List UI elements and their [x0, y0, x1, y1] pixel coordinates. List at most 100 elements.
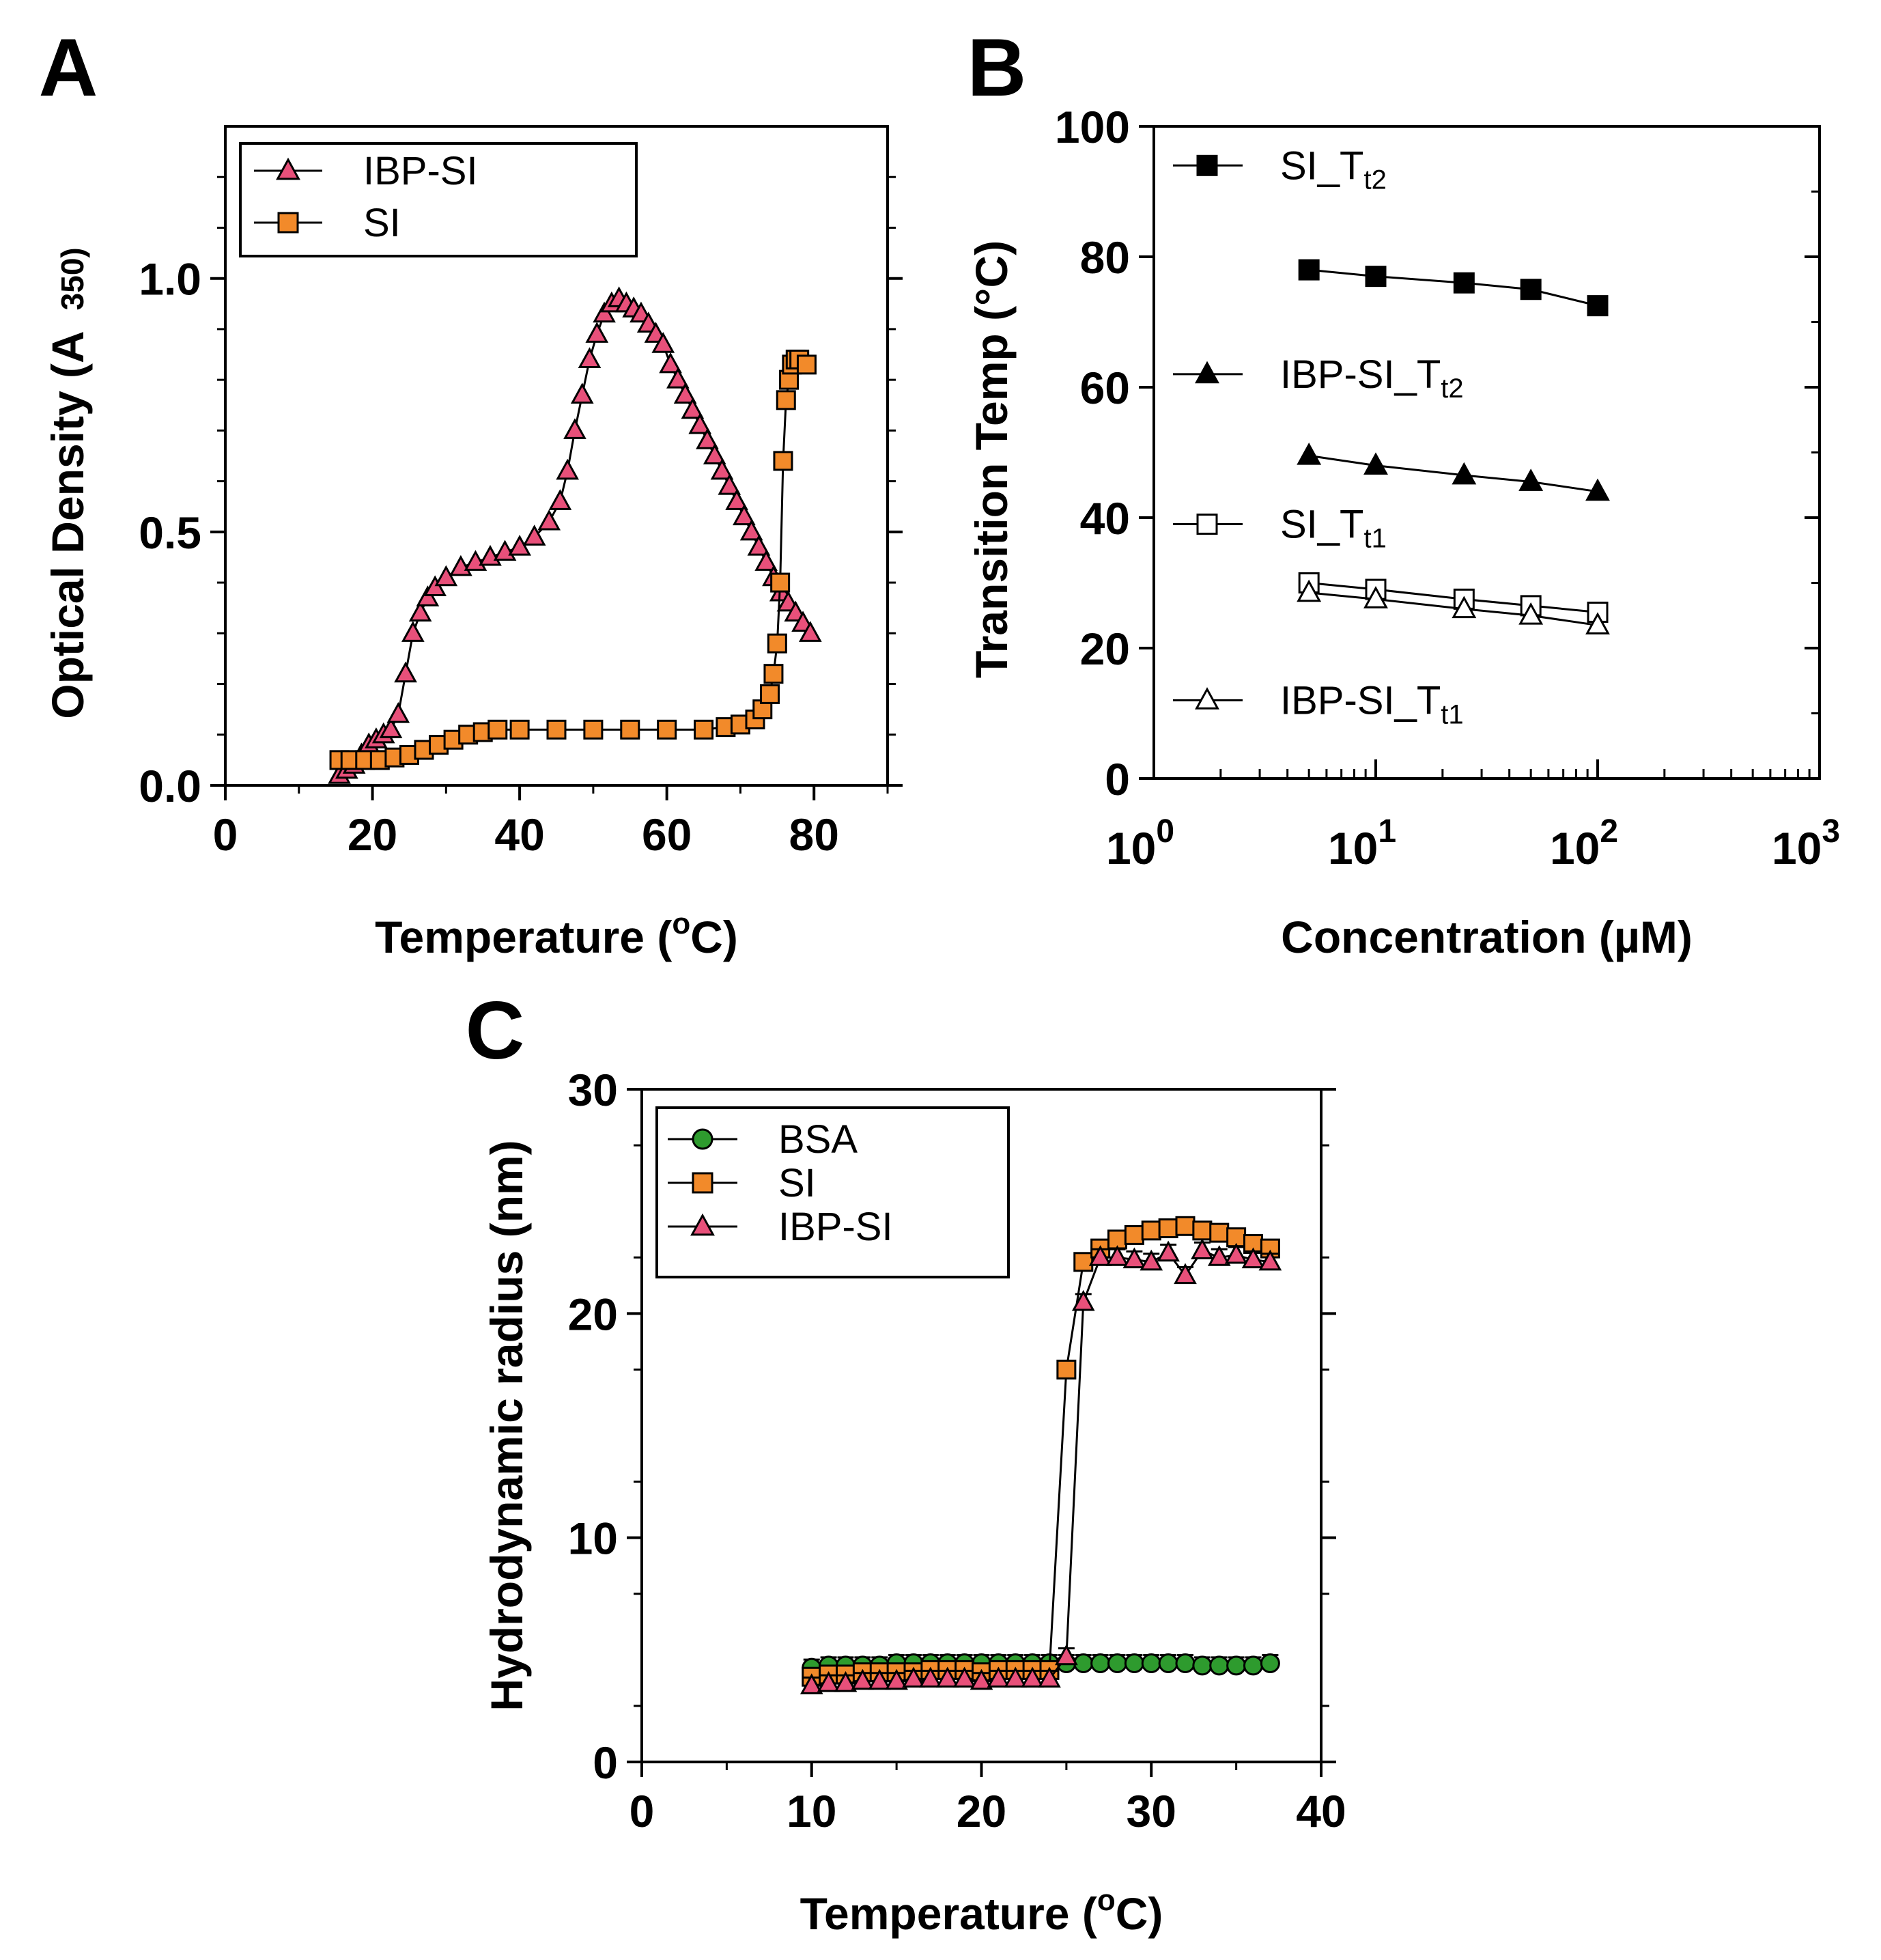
data-point	[1258, 1249, 1282, 1271]
plot-frame	[1152, 125, 1821, 780]
data-point	[1241, 1247, 1265, 1269]
data-point	[817, 1671, 840, 1692]
data-point	[434, 565, 458, 587]
legend-marker	[690, 1213, 715, 1236]
y-tick-label: 80	[1080, 232, 1130, 283]
data-point	[1004, 1666, 1028, 1688]
data-point	[1298, 259, 1320, 281]
data-point	[1260, 1653, 1280, 1674]
data-point	[747, 535, 771, 556]
data-point	[651, 332, 675, 353]
y-tick-label: 20	[568, 1289, 618, 1339]
y-tick-label: 10	[568, 1513, 618, 1564]
data-point	[796, 354, 817, 375]
series-line	[339, 358, 808, 761]
legend-marker	[276, 157, 300, 180]
data-point	[718, 473, 741, 495]
data-point	[1363, 452, 1388, 475]
data-point	[732, 504, 756, 526]
data-point	[1224, 1242, 1248, 1264]
tick-base: 10	[1550, 823, 1600, 873]
y-tick-label: 40	[1080, 493, 1130, 544]
data-point	[401, 621, 425, 642]
legend-label: IBP-SI	[778, 1205, 893, 1249]
data-point	[1363, 586, 1388, 608]
legend: IBP-SI SI	[239, 142, 638, 257]
y-tick-label: 0.5	[139, 507, 201, 558]
data-point	[1088, 1245, 1112, 1266]
data-point	[1124, 1653, 1144, 1674]
data-point	[1107, 1653, 1127, 1674]
x-axis-title: Temperature (oC)	[800, 1884, 1163, 1939]
y-tick-label: 100	[1055, 102, 1130, 152]
data-point	[851, 1668, 875, 1690]
data-point	[1175, 1216, 1196, 1236]
data-point	[1158, 1653, 1178, 1674]
data-point	[798, 621, 822, 642]
data-point	[987, 1666, 1010, 1688]
y-tick-label: 0	[593, 1737, 618, 1788]
legend-label-main: IBP-SI_T	[1280, 678, 1441, 723]
data-point	[1056, 1359, 1077, 1380]
data-point	[696, 428, 719, 449]
x-tick-label: 30	[1127, 1786, 1176, 1836]
series-line	[811, 1249, 1271, 1687]
legend-label: SI	[363, 201, 401, 245]
data-point	[970, 1668, 993, 1690]
data-point	[902, 1666, 925, 1688]
panel-letter-c: C	[466, 985, 525, 1076]
legend-label: SI_Tt2	[1280, 143, 1387, 195]
tick-exponent: 2	[1600, 813, 1618, 850]
legend-marker	[277, 212, 299, 234]
tick-exponent: 3	[1822, 813, 1840, 850]
y-tick-label: 1.0	[139, 254, 201, 305]
plot-frame	[224, 125, 889, 787]
x-tick-label: 40	[1296, 1786, 1346, 1836]
legend-label: IBP-SI_Tt1	[1280, 678, 1464, 729]
x-tick-label: 101	[1328, 813, 1396, 873]
data-point	[537, 509, 561, 531]
x-tick-label: 80	[789, 809, 839, 860]
data-point	[763, 664, 784, 684]
tick-base: 10	[1106, 823, 1156, 873]
data-point	[673, 382, 697, 404]
data-point	[952, 1666, 976, 1688]
legend-label: IBP-SI	[363, 149, 478, 193]
data-point	[739, 519, 763, 541]
x-tick-label: 103	[1772, 813, 1840, 873]
x-axis-title: Temperature (oC)	[375, 907, 738, 962]
x-tick-label: 10	[787, 1786, 836, 1836]
x-tick-label: 0	[213, 809, 238, 860]
tick-exponent: 0	[1156, 813, 1174, 850]
legend-marker	[692, 1172, 713, 1194]
data-point	[1518, 468, 1544, 491]
x-title-sup: o	[672, 907, 690, 940]
data-point	[1192, 1220, 1213, 1241]
data-point	[1073, 1252, 1094, 1272]
tick-base: 10	[1328, 823, 1378, 873]
tick-exponent: 1	[1378, 813, 1396, 850]
x-title-part: Temperature (	[375, 912, 672, 962]
data-point	[773, 451, 793, 471]
legend-label: BSA	[778, 1117, 858, 1162]
series-si	[802, 1216, 1280, 1687]
data-point	[868, 1668, 892, 1690]
data-point	[919, 1666, 942, 1688]
data-point	[1158, 1218, 1178, 1239]
data-point	[657, 719, 677, 740]
y-title-part: Optical Density (A	[42, 331, 93, 718]
x-tick-label: 40	[494, 809, 544, 860]
data-point	[408, 600, 432, 622]
data-point	[1226, 1655, 1247, 1676]
panel-a: A 0 20 40 60 80 0.0 0.5 1.0 Temperature (oC) Optic…	[39, 22, 903, 962]
y-tick-label: 60	[1080, 363, 1130, 413]
data-point	[1452, 462, 1477, 485]
data-point	[1191, 1238, 1214, 1259]
panel-letter-a: A	[39, 22, 98, 113]
data-point	[546, 719, 567, 740]
legend-label: SI_Tt1	[1280, 503, 1387, 554]
data-point	[1141, 1653, 1161, 1674]
data-point	[394, 661, 417, 683]
